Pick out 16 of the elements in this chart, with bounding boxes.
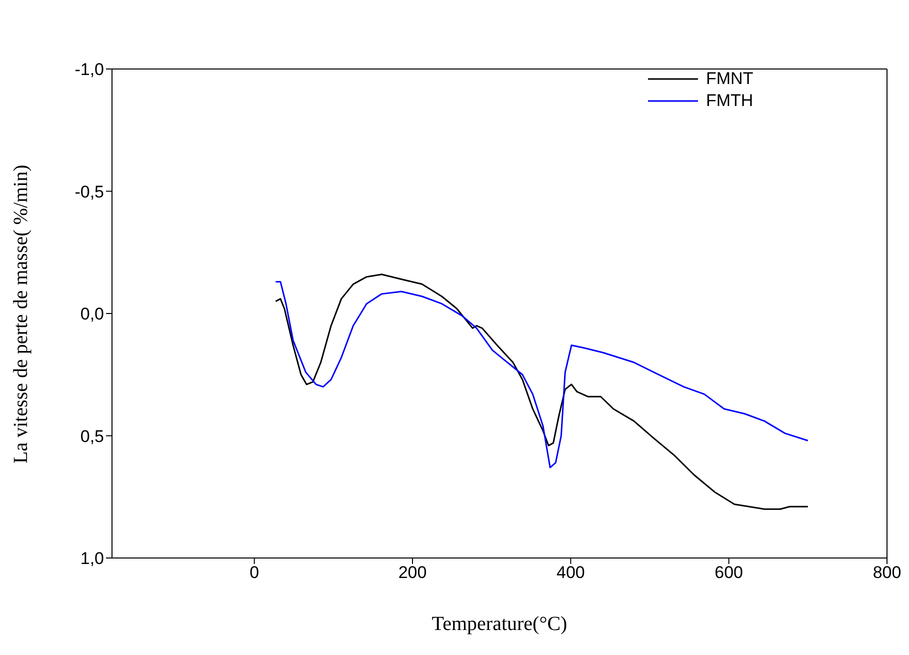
- y-tick-label: -0,5: [74, 182, 104, 202]
- x-tick-label: 200: [398, 563, 427, 582]
- x-axis-title: Temperature(°C): [432, 613, 568, 635]
- legend-label: FMNT: [706, 69, 754, 89]
- line-series: [274, 280, 809, 468]
- x-tick-label: 0: [250, 563, 260, 582]
- legend-label: FMTH: [706, 91, 754, 111]
- line-series: [274, 274, 809, 510]
- x-tick-label: 800: [872, 563, 902, 582]
- y-tick-label: 0,5: [80, 426, 104, 446]
- y-axis-title: La vitesse de perte de masse( %/min): [10, 164, 32, 464]
- y-tick-label: 0,0: [80, 304, 104, 324]
- x-tick-label: 600: [714, 563, 744, 582]
- x-tick-label: 400: [556, 563, 585, 582]
- y-tick-label: -1,0: [74, 60, 104, 80]
- y-tick-label: 1,0: [80, 549, 104, 568]
